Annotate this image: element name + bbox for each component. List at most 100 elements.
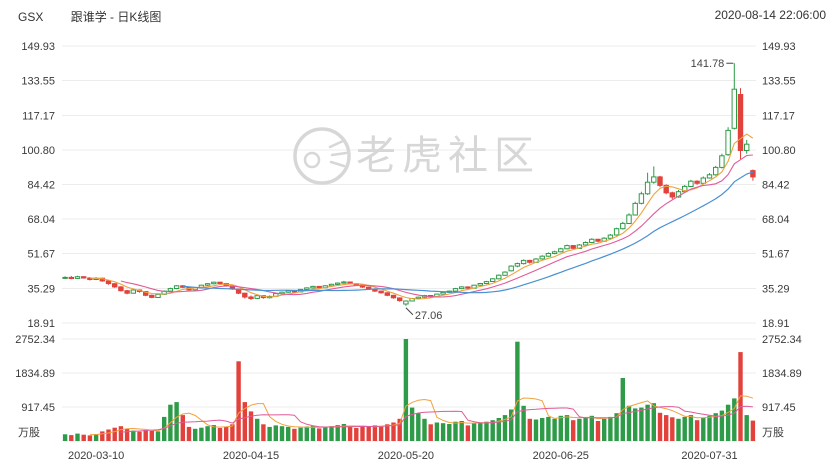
volume-tick-label-left: 2752.34 [15,334,55,346]
candle-body [68,276,74,279]
date-tick-label: 2020-04-15 [223,450,279,462]
volume-bar [261,424,266,441]
candle-body [539,255,545,260]
volume-bar [360,426,365,441]
volume-bar [664,415,669,441]
tiger-logo-icon [293,127,351,185]
price-tick-label-right: 35.29 [762,283,790,295]
timestamp: 2020-08-14 22:06:00 [714,8,826,22]
candle-body [112,283,118,288]
candle-body [167,288,174,292]
candle-body [644,181,651,195]
volume-unit-left: 万股 [18,426,40,439]
candle-body [440,291,446,295]
volume-bar [459,421,464,441]
annotation-high-label: 141.78 [691,58,725,70]
volume-bar [440,423,446,441]
price-tick-label-right: 117.17 [762,110,795,122]
volume-bar [676,418,681,441]
candle-body [124,290,130,294]
volume-bar [713,413,718,441]
candle-body [242,292,248,298]
volume-bar [378,426,384,441]
volume-bar [732,398,737,441]
volume-bar [385,424,390,441]
volume-tick-label-left: 1834.89 [15,368,55,380]
candle-body [118,286,124,292]
candle-body [143,291,149,296]
candle-body [502,271,508,276]
volume-bar [317,428,322,441]
candle-body [520,259,527,265]
candle-body [638,193,645,204]
volume-bar [422,418,427,441]
volume-bar [502,415,508,441]
volume-bar [118,426,124,441]
volume-bar [87,435,93,441]
candle-body [254,295,260,299]
candle-body [304,287,310,290]
candle-body [477,283,484,286]
candle-body [737,94,744,151]
candle-body [105,280,112,285]
candle-body [316,285,322,289]
watermark: 老虎社区 [293,127,534,185]
volume-bar [639,407,644,441]
candle-body [204,283,211,286]
candle-body [527,259,533,263]
candle-body [725,129,731,156]
candle-body [669,192,675,198]
volume-bar [645,404,650,441]
volume-bar [106,429,111,441]
volume-bar [397,418,402,441]
volume-bar [515,341,520,441]
volume-bar [694,420,700,441]
volume-bar [552,418,557,441]
volume-bar [657,412,663,441]
volume-bar [670,417,675,441]
candle-body [626,214,632,224]
stock-symbol: GSX [18,10,44,24]
price-tick-label-left: 18.91 [27,318,55,330]
candle-body [613,228,620,236]
volume-bar [403,339,409,441]
volume-bar [62,434,68,441]
candle-body [74,276,81,279]
candle-body [285,290,291,293]
candle-body [719,155,725,168]
candle-body [335,282,341,285]
volume-bar [304,426,309,441]
volume-bar [366,426,371,441]
price-tick-label-right: 149.93 [762,41,796,53]
volume-bar [447,424,452,441]
candle-body [663,184,669,194]
price-tick-label-right: 84.42 [762,180,790,192]
volume-axis-labels: 2752.34 2752.34 1834.89 1834.89 917.45 917.45… [15,334,802,439]
candle-body [558,248,564,253]
price-axis-labels: 149.93 149.93 133.55 133.55 117.17 117.17 100.… [21,41,795,330]
volume-bar [149,431,154,441]
volume-bar [143,429,148,441]
candle-body [415,296,422,300]
price-tick-label-left: 35.29 [27,283,55,295]
chart-header: GSX 跟谁学 - 日K线图 [18,8,161,25]
volume-bar [155,431,161,441]
candle-body [328,283,335,287]
candle-body [682,185,688,193]
volume-bar [236,361,241,441]
volume-bar [571,420,576,441]
volume-bar [217,428,223,441]
volume-bar [577,418,582,441]
volume-bar [719,410,725,441]
volume-bar [583,417,588,441]
annotation-low: 27.06 [405,307,442,322]
candle-body [465,286,471,289]
price-tick-label-right: 68.04 [762,214,790,226]
volume-bar [540,418,545,441]
grid-lines [62,45,756,442]
volume-bar [564,415,570,441]
volume-bar [193,428,198,441]
volume-tick-label-right: 1834.89 [762,368,802,380]
